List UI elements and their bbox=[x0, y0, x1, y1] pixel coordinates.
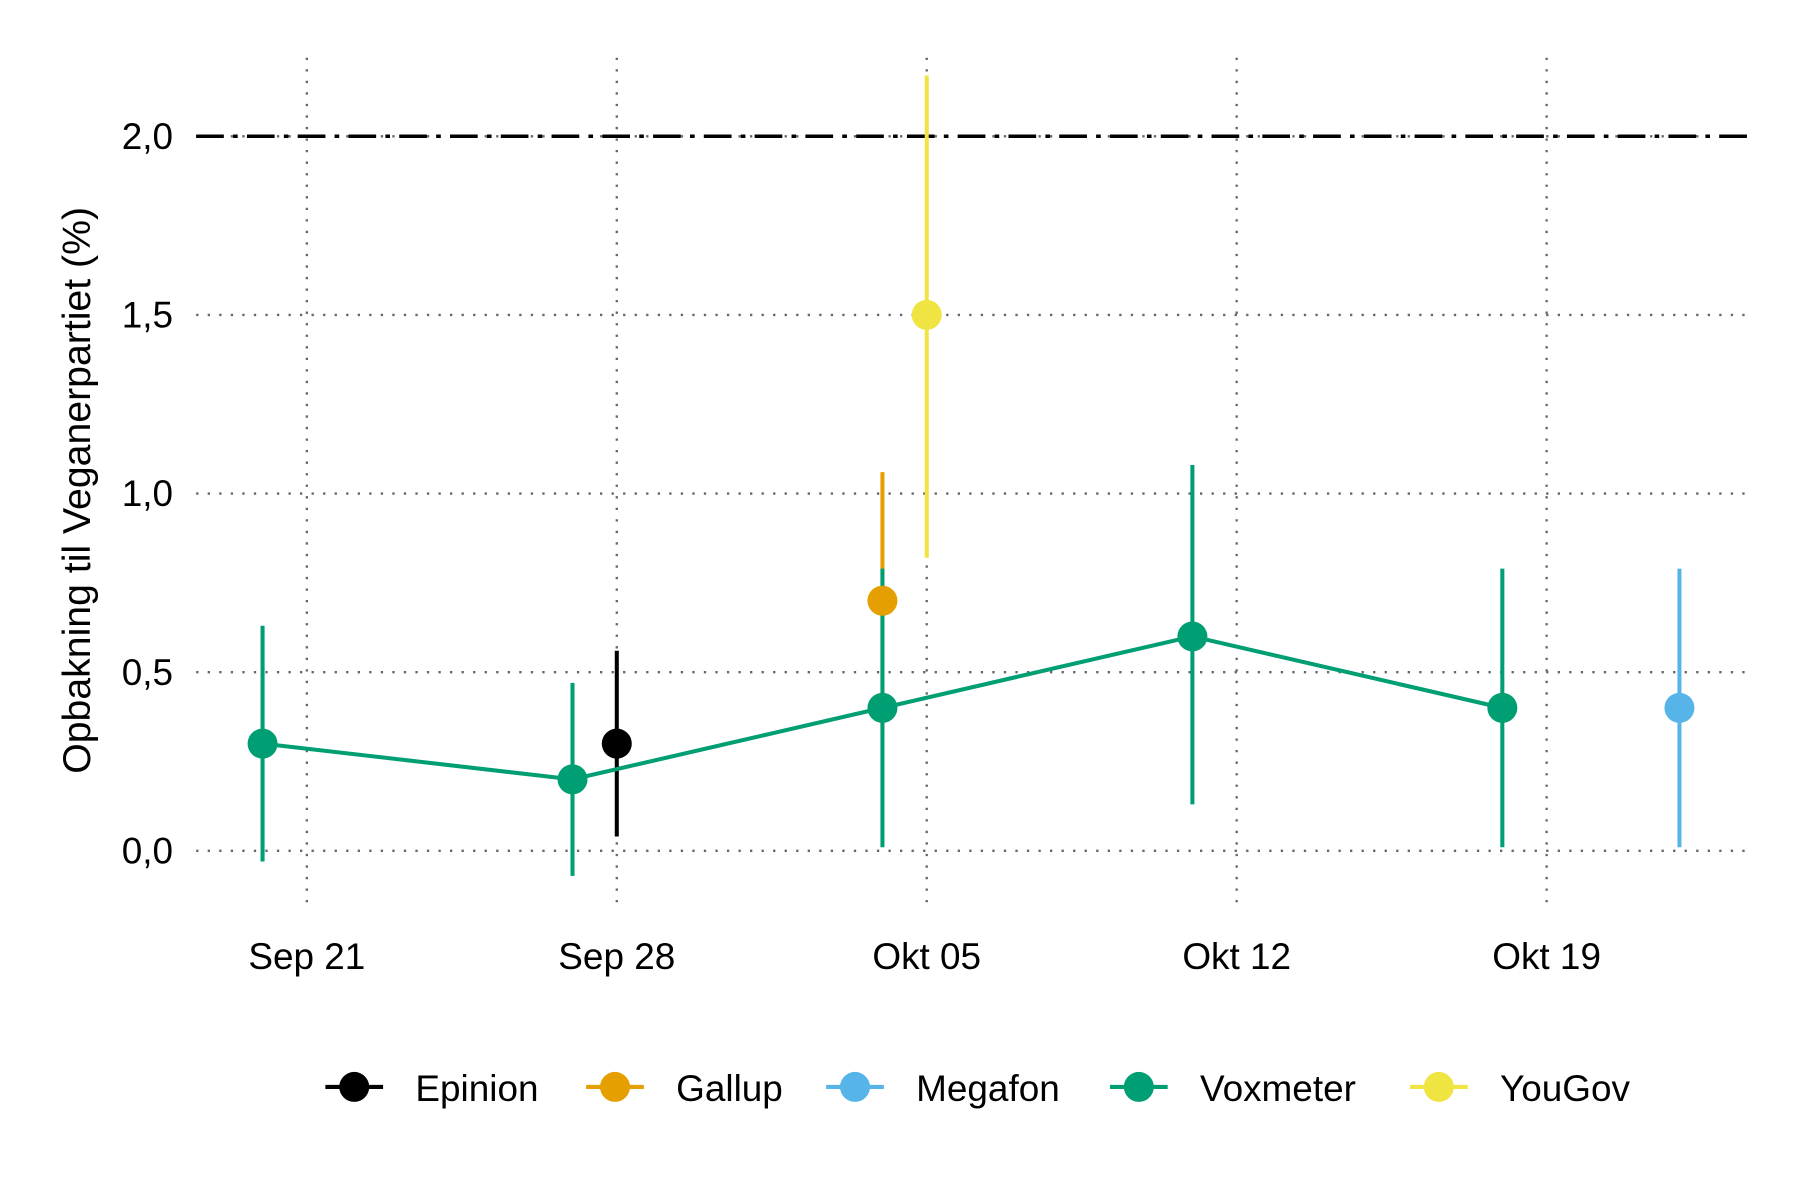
legend-key-dot bbox=[1123, 1071, 1154, 1102]
y-tick-label: 2,0 bbox=[122, 116, 173, 157]
legend-label-gallup: Gallup bbox=[676, 1068, 783, 1109]
point-voxmeter bbox=[247, 728, 278, 759]
y-tick-label: 1,0 bbox=[122, 473, 173, 514]
legend-key-dot bbox=[840, 1071, 870, 1102]
y-tick-label: 0,0 bbox=[122, 830, 173, 871]
legend: Epinion Gallup Megafon Voxmeter YouGov bbox=[325, 1068, 1631, 1109]
legend-key-dot bbox=[600, 1071, 630, 1102]
y-axis-label: Opbakning til Veganerpartiet (%) bbox=[55, 207, 99, 774]
y-tick-label: 0,5 bbox=[122, 652, 173, 693]
axes: Sep 21 Sep 28 Okt 05 Okt 12 Okt 19 0,0 0,5 1,0 1… bbox=[122, 116, 1601, 977]
legend-label-epinion: Epinion bbox=[415, 1068, 538, 1109]
data-marks bbox=[247, 75, 1695, 876]
y-tick-label: 1,5 bbox=[122, 295, 173, 336]
legend-key-dot bbox=[339, 1071, 370, 1102]
point-voxmeter bbox=[867, 692, 898, 723]
legend-key-dot bbox=[1423, 1071, 1454, 1102]
legend-label-megafon: Megafon bbox=[916, 1068, 1060, 1109]
point-gallup bbox=[867, 585, 898, 616]
legend-label-yougov: YouGov bbox=[1500, 1068, 1631, 1109]
x-tick-label: Sep 21 bbox=[248, 936, 365, 977]
point-yougov bbox=[911, 299, 942, 330]
point-epinion bbox=[601, 728, 632, 759]
x-tick-label: Okt 19 bbox=[1492, 936, 1601, 977]
point-voxmeter bbox=[1487, 692, 1518, 723]
x-tick-label: Okt 12 bbox=[1182, 936, 1291, 977]
x-tick-label: Sep 28 bbox=[558, 936, 675, 977]
point-megafon bbox=[1664, 692, 1695, 723]
point-voxmeter bbox=[1177, 621, 1208, 652]
point-voxmeter bbox=[557, 764, 588, 795]
grid bbox=[196, 57, 1749, 912]
x-tick-label: Okt 05 bbox=[872, 936, 981, 977]
legend-label-voxmeter: Voxmeter bbox=[1200, 1068, 1356, 1109]
